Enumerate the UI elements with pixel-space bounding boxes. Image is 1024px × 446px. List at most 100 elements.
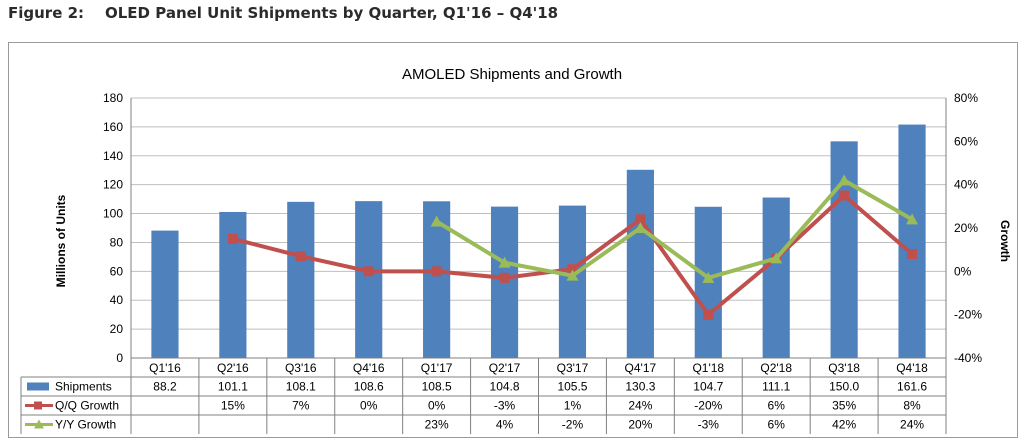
qq-marker bbox=[567, 264, 578, 275]
data-label: 108.1 bbox=[286, 380, 316, 394]
data-label: 104.8 bbox=[490, 380, 520, 394]
bar bbox=[558, 205, 587, 358]
data-label: 1% bbox=[564, 399, 582, 413]
x-tick-label: Q4'16 bbox=[353, 361, 385, 375]
x-tick-label: Q2'18 bbox=[760, 361, 792, 375]
y-tick-label: 20 bbox=[110, 322, 124, 336]
chart-title: AMOLED Shipments and Growth bbox=[402, 66, 622, 83]
qq-marker bbox=[703, 309, 714, 320]
x-tick-label: Q2'17 bbox=[489, 361, 521, 375]
qq-marker bbox=[635, 214, 646, 225]
y2-tick-label: 60% bbox=[954, 134, 978, 148]
legend-key-shipments bbox=[27, 382, 49, 391]
legend-key-marker bbox=[34, 401, 42, 410]
data-label: 0% bbox=[360, 399, 378, 413]
data-label: 4% bbox=[496, 418, 514, 432]
data-label: 161.6 bbox=[897, 380, 927, 394]
x-tick-label: Q4'18 bbox=[896, 361, 928, 375]
data-label: 24% bbox=[900, 418, 924, 432]
data-label: 23% bbox=[425, 418, 449, 432]
x-tick-label: Q4'17 bbox=[625, 361, 657, 375]
data-label: -2% bbox=[562, 418, 584, 432]
y2-axis-title: Growth bbox=[998, 220, 1012, 262]
qq-marker bbox=[295, 251, 306, 262]
y-tick-label: 140 bbox=[103, 149, 123, 163]
y2-tick-label: 0% bbox=[954, 264, 972, 278]
y-tick-label: 100 bbox=[103, 207, 123, 221]
data-label: 101.1 bbox=[218, 380, 248, 394]
bar bbox=[151, 230, 179, 358]
line-series bbox=[227, 174, 919, 320]
y-tick-label: 40 bbox=[110, 293, 124, 307]
x-tick-label: Q1'16 bbox=[149, 361, 181, 375]
yy-marker bbox=[702, 271, 715, 283]
data-label: 105.5 bbox=[557, 380, 587, 394]
y2-tick-label: -20% bbox=[954, 308, 982, 322]
bar-series bbox=[151, 124, 926, 358]
y-tick-label: 60 bbox=[110, 264, 124, 278]
x-tick-label: Q2'16 bbox=[217, 361, 249, 375]
data-label: 42% bbox=[832, 418, 856, 432]
y-tick-label: 0 bbox=[116, 351, 123, 365]
x-tick-label: Q3'17 bbox=[557, 361, 589, 375]
yy-marker bbox=[566, 269, 579, 281]
data-label: 6% bbox=[768, 399, 786, 413]
qq-marker bbox=[363, 266, 374, 277]
y2-tick-label: -40% bbox=[954, 351, 982, 365]
bar bbox=[830, 141, 858, 358]
legend-label: Shipments bbox=[55, 380, 112, 394]
yy-marker bbox=[634, 222, 647, 233]
amoled-chart: AMOLED Shipments and Growth Millions of … bbox=[20, 66, 1012, 434]
data-label: 0% bbox=[428, 399, 446, 413]
y2-tick-label: 80% bbox=[954, 91, 978, 105]
data-label: 24% bbox=[628, 399, 652, 413]
yy-marker bbox=[906, 213, 919, 225]
y-tick-label: 160 bbox=[103, 120, 123, 134]
data-label: 111.1 bbox=[762, 380, 791, 394]
data-label: 35% bbox=[832, 399, 856, 413]
figure-number: Figure 2: bbox=[8, 4, 85, 22]
y-tick-label: 180 bbox=[103, 91, 123, 105]
qq-marker bbox=[227, 233, 238, 244]
yy-marker bbox=[770, 252, 783, 264]
x-tick-label: Q3'16 bbox=[285, 361, 317, 375]
data-label: -20% bbox=[694, 399, 722, 413]
x-tick-label: Q1'18 bbox=[692, 361, 724, 375]
data-label: -3% bbox=[698, 418, 720, 432]
yy-marker bbox=[430, 215, 443, 227]
y2-tick-label: 20% bbox=[954, 221, 978, 235]
data-label: 108.5 bbox=[422, 380, 452, 394]
bar bbox=[355, 201, 383, 358]
data-label: 130.3 bbox=[625, 380, 655, 394]
data-table: Q1'16 Q2'16 Q3'16 Q4'16 Q1'17 Q2'17 Q3'17 Q4'17… bbox=[20, 358, 947, 434]
qq-marker bbox=[839, 190, 850, 201]
yy-marker bbox=[838, 174, 851, 186]
data-label: 104.7 bbox=[693, 380, 723, 394]
figure-title: OLED Panel Unit Shipments by Quarter, Q1… bbox=[105, 4, 559, 22]
x-tick-label: Q3'18 bbox=[828, 361, 860, 375]
bar bbox=[762, 197, 790, 358]
qq-marker bbox=[907, 249, 918, 259]
figure-header: Figure 2: OLED Panel Unit Shipments by Q… bbox=[8, 4, 1008, 30]
legend-label: Y/Y Growth bbox=[55, 418, 116, 432]
yy-marker bbox=[498, 256, 511, 268]
qq-marker bbox=[499, 272, 510, 283]
chart-panel: AMOLED Shipments and Growth Millions of … bbox=[8, 42, 1018, 438]
data-label: 88.2 bbox=[153, 380, 177, 394]
bar bbox=[287, 201, 315, 358]
legend-key-marker bbox=[34, 419, 44, 429]
x-tick-label: Q1'17 bbox=[421, 361, 453, 375]
data-label: 108.6 bbox=[354, 380, 384, 394]
data-label: 15% bbox=[221, 399, 245, 413]
y-axis-title: Millions of Units bbox=[54, 194, 68, 287]
data-label: 8% bbox=[903, 399, 921, 413]
data-label: 7% bbox=[292, 399, 310, 413]
y-tick-label: 80 bbox=[110, 235, 124, 249]
gridlines bbox=[131, 97, 946, 359]
bar bbox=[898, 124, 926, 358]
series-line bbox=[435, 178, 914, 280]
bar bbox=[626, 169, 654, 358]
qq-marker bbox=[431, 266, 442, 277]
y-tick-label: 120 bbox=[103, 178, 123, 192]
y2-tick-label: 40% bbox=[954, 178, 978, 192]
